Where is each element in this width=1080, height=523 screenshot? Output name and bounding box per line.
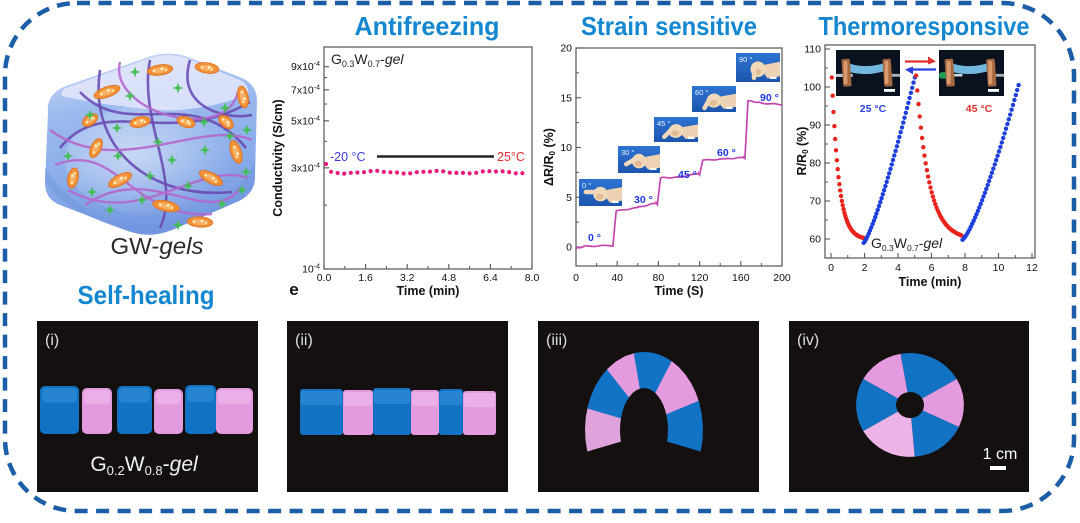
svg-text:7x10-4: 7x10-4	[291, 84, 320, 96]
svg-text:Time (S): Time (S)	[654, 284, 703, 298]
svg-text:2: 2	[862, 262, 868, 274]
svg-text:Conductivity (S/cm): Conductivity (S/cm)	[271, 99, 285, 216]
svg-text:60 °: 60 °	[695, 88, 708, 97]
svg-text:200: 200	[773, 272, 791, 284]
svg-text:160: 160	[732, 272, 750, 284]
svg-text:3.2: 3.2	[400, 272, 415, 284]
svg-text:6.4: 6.4	[483, 272, 498, 284]
svg-text:Strain sensitive: Strain sensitive	[581, 11, 757, 41]
svg-text:90: 90	[809, 120, 821, 132]
svg-text:1 cm: 1 cm	[983, 446, 1018, 463]
svg-text:Antifreezing: Antifreezing	[355, 11, 500, 41]
svg-text:R/R0 (%): R/R0 (%)	[795, 127, 810, 176]
svg-text:ΔR/R0 (%): ΔR/R0 (%)	[542, 128, 557, 186]
svg-text:120: 120	[691, 272, 709, 284]
svg-text:(iii): (iii)	[546, 332, 567, 349]
svg-text:70: 70	[809, 196, 821, 208]
svg-text:100: 100	[803, 82, 821, 94]
svg-text:5x10-4: 5x10-4	[291, 115, 320, 127]
svg-text:15: 15	[560, 92, 572, 104]
svg-text:40: 40	[611, 272, 623, 284]
svg-text:60 °: 60 °	[717, 147, 736, 159]
svg-text:30 °: 30 °	[621, 148, 634, 157]
svg-text:80: 80	[809, 158, 821, 170]
svg-text:30 °: 30 °	[634, 194, 653, 206]
svg-text:0: 0	[828, 262, 834, 274]
svg-text:90 °: 90 °	[760, 92, 779, 104]
svg-text:e: e	[289, 280, 298, 299]
svg-text:Time (min): Time (min)	[397, 284, 460, 298]
svg-text:45 °: 45 °	[678, 169, 697, 181]
svg-text:25 °C: 25 °C	[860, 103, 887, 115]
svg-text:10: 10	[560, 142, 572, 154]
svg-text:0 °: 0 °	[582, 181, 591, 190]
svg-text:0 °: 0 °	[588, 232, 601, 244]
svg-text:0: 0	[566, 242, 572, 254]
svg-text:G0.3W0.7-gel: G0.3W0.7-gel	[331, 51, 404, 69]
svg-text:20: 20	[560, 43, 572, 55]
svg-text:(i): (i)	[45, 332, 59, 349]
svg-text:-20 °C: -20 °C	[330, 150, 366, 164]
svg-text:60: 60	[809, 234, 821, 246]
svg-text:GW-gels: GW-gels	[111, 233, 205, 259]
svg-text:3x10-4: 3x10-4	[291, 162, 320, 174]
svg-text:4: 4	[895, 262, 901, 274]
svg-text:(iv): (iv)	[797, 332, 819, 349]
svg-text:1.6: 1.6	[358, 272, 373, 284]
svg-text:Time (min): Time (min)	[899, 275, 962, 289]
svg-text:(ii): (ii)	[295, 332, 313, 349]
svg-text:45 °: 45 °	[657, 119, 670, 128]
svg-text:25°C: 25°C	[497, 150, 525, 164]
svg-text:Thermoresponsive: Thermoresponsive	[819, 11, 1030, 41]
svg-text:45 °C: 45 °C	[966, 103, 993, 115]
svg-text:90 °: 90 °	[739, 55, 752, 64]
svg-text:8.0: 8.0	[525, 272, 540, 284]
svg-text:0: 0	[573, 272, 579, 284]
svg-text:9x10-4: 9x10-4	[291, 61, 320, 73]
svg-text:5: 5	[566, 192, 572, 204]
svg-text:8: 8	[962, 262, 968, 274]
svg-text:12: 12	[1026, 262, 1038, 274]
svg-text:80: 80	[653, 272, 665, 284]
svg-text:4.8: 4.8	[441, 272, 456, 284]
svg-text:110: 110	[804, 44, 821, 56]
svg-text:6: 6	[929, 262, 935, 274]
svg-text:0.0: 0.0	[317, 272, 332, 284]
svg-text:10: 10	[993, 262, 1005, 274]
svg-text:Self-healing: Self-healing	[78, 280, 215, 310]
